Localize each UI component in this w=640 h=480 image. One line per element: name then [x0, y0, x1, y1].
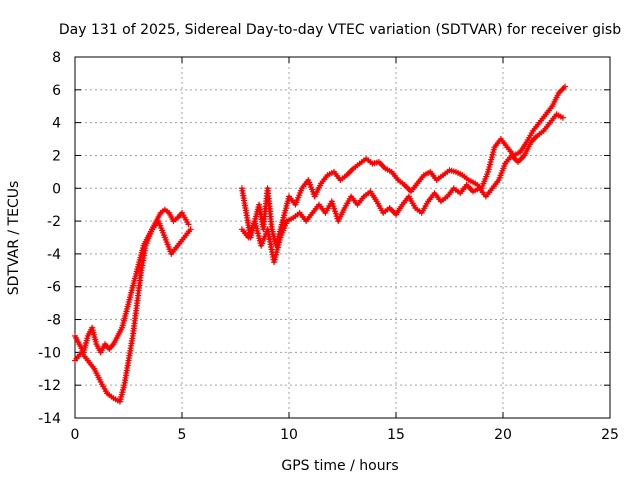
plot-frame — [74, 56, 611, 419]
y-tick-label: 2 — [52, 148, 61, 164]
series-trace-2 — [72, 218, 194, 405]
data-point — [185, 221, 192, 228]
y-tick-label: -6 — [47, 280, 61, 296]
y-tick-label: 0 — [52, 181, 61, 197]
data-point — [559, 114, 566, 121]
grid-lines — [75, 57, 610, 418]
data-marks — [72, 83, 569, 405]
y-tick-label: 6 — [52, 83, 61, 99]
y-tick-label: -8 — [47, 313, 61, 329]
x-tick-label: 0 — [71, 427, 80, 443]
y-tick-label: -12 — [38, 378, 61, 394]
x-tick-label: 15 — [387, 427, 405, 443]
y-tick-label: 8 — [52, 50, 61, 66]
axes: 0 5 10 15 20 25 -14 -12 -10 -8 -6 -4 -2 0 2 4 6 8 — [38, 50, 619, 443]
y-tick-label: 4 — [52, 116, 61, 132]
data-point — [562, 83, 569, 90]
y-tick-label: -10 — [38, 345, 61, 361]
y-tick-label: -14 — [38, 411, 61, 427]
data-point — [187, 226, 194, 233]
chart-title: Day 131 of 2025, Sidereal Day-to-day VTE… — [59, 22, 621, 38]
y-tick-label: -4 — [47, 247, 61, 263]
series-line — [240, 85, 567, 248]
x-tick-label: 25 — [601, 427, 619, 443]
x-tick-label: 5 — [178, 427, 187, 443]
series-trace-4 — [238, 111, 566, 266]
x-axis-label: GPS time / hours — [281, 458, 398, 474]
y-tick-label: -2 — [47, 214, 61, 230]
x-tick-label: 20 — [494, 427, 512, 443]
y-axis-label: SDTVAR / TECUs — [6, 181, 22, 296]
x-tick-label: 10 — [280, 427, 298, 443]
